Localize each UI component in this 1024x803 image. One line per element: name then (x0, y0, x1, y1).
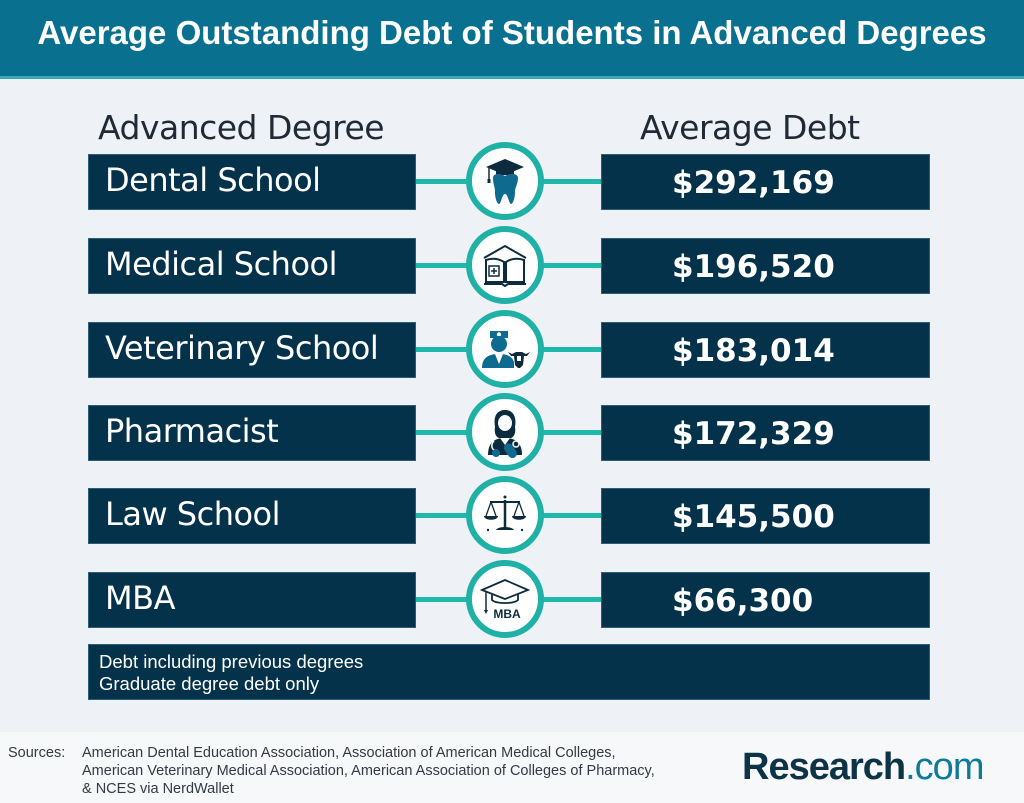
graduation-cap-tooth-icon (466, 142, 544, 220)
degree-cell: Veterinary School (88, 322, 416, 378)
debt-cell: $172,329 (601, 405, 930, 461)
degree-label: Dental School (105, 161, 321, 199)
research-logo: Research.com (742, 746, 984, 789)
table-row: Medical School $196,520 (0, 226, 1024, 304)
logo-tld: .com (905, 746, 984, 788)
pharmacist-pill-icon (466, 393, 544, 471)
degree-cell: Medical School (88, 238, 416, 294)
mba-icon-text: MBA (493, 607, 521, 621)
table-row: MBA MBA $66,300 (0, 560, 1024, 638)
logo-main: Research (742, 746, 906, 788)
degree-label: Medical School (105, 245, 338, 283)
debt-value: $66,300 (672, 583, 814, 619)
medical-book-icon (466, 226, 544, 304)
debt-cell: $183,014 (601, 322, 930, 378)
veterinarian-cow-icon (466, 310, 544, 388)
column-header-debt: Average Debt (640, 108, 860, 147)
debt-value: $183,014 (672, 333, 835, 369)
debt-cell: $66,300 (601, 572, 930, 628)
footnote-box: Debt including previous degrees Graduate… (88, 644, 930, 700)
degree-cell: Law School (88, 488, 416, 544)
chart-title: Average Outstanding Debt of Students in … (37, 14, 987, 51)
degree-cell: MBA (88, 572, 416, 628)
degree-label: Law School (105, 495, 281, 533)
debt-value: $196,520 (672, 249, 835, 285)
debt-cell: $145,500 (601, 488, 930, 544)
footnote-line: Graduate degree debt only (99, 673, 320, 694)
degree-cell: Dental School (88, 154, 416, 210)
degree-label: Pharmacist (105, 412, 279, 450)
sources-label: Sources: (8, 745, 66, 761)
sources-text: American Dental Education Association, A… (82, 745, 655, 797)
table-row: Pharmacist $172,329 (0, 393, 1024, 471)
debt-cell: $196,520 (601, 238, 930, 294)
scales-of-justice-icon (466, 476, 544, 554)
debt-value: $145,500 (672, 499, 835, 535)
footnote-line: Debt including previous degrees (99, 651, 364, 672)
degree-label: Veterinary School (105, 329, 379, 367)
degree-cell: Pharmacist (88, 405, 416, 461)
title-banner: Average Outstanding Debt of Students in … (0, 0, 1024, 79)
footer: Sources: American Dental Education Assoc… (0, 732, 1024, 803)
table-row: Law School $145,500 (0, 476, 1024, 554)
debt-cell: $292,169 (601, 154, 930, 210)
debt-value: $292,169 (672, 165, 835, 201)
debt-value: $172,329 (672, 416, 835, 452)
degree-label: MBA (105, 579, 175, 617)
table-row: Veterinary School $183,014 (0, 310, 1024, 388)
table-row: Dental School $292,169 (0, 142, 1024, 220)
column-header-degree: Advanced Degree (98, 108, 385, 147)
mba-cap-icon: MBA (466, 560, 544, 638)
